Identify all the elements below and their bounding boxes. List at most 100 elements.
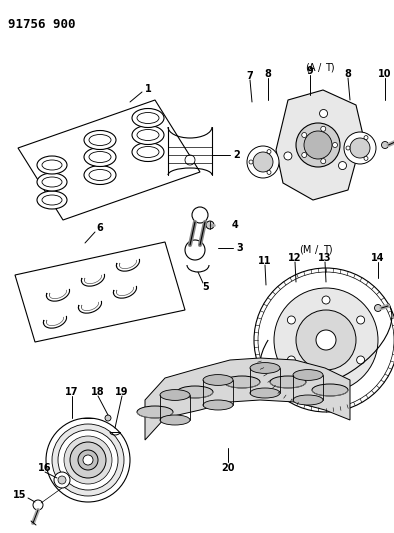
- Circle shape: [357, 316, 364, 324]
- Circle shape: [338, 161, 346, 169]
- Text: 14: 14: [371, 253, 385, 263]
- Circle shape: [320, 109, 327, 117]
- Text: 5: 5: [203, 282, 209, 292]
- Polygon shape: [15, 242, 185, 342]
- Ellipse shape: [37, 156, 67, 174]
- Circle shape: [185, 240, 205, 260]
- Ellipse shape: [224, 376, 260, 388]
- Ellipse shape: [137, 130, 159, 141]
- Circle shape: [364, 156, 368, 160]
- Circle shape: [274, 288, 378, 392]
- Polygon shape: [145, 358, 350, 440]
- Circle shape: [253, 152, 273, 172]
- Circle shape: [321, 159, 326, 164]
- Text: 8: 8: [345, 69, 351, 79]
- Circle shape: [381, 141, 388, 149]
- Circle shape: [192, 207, 208, 223]
- Circle shape: [206, 221, 214, 229]
- Circle shape: [364, 135, 368, 140]
- Ellipse shape: [84, 166, 116, 184]
- Text: 7: 7: [247, 71, 253, 81]
- Text: 10: 10: [378, 69, 392, 79]
- Ellipse shape: [250, 388, 280, 398]
- Ellipse shape: [89, 151, 111, 163]
- Ellipse shape: [84, 131, 116, 149]
- Text: (M: (M: [299, 245, 311, 255]
- Ellipse shape: [89, 134, 111, 146]
- Ellipse shape: [132, 109, 164, 127]
- Ellipse shape: [42, 160, 62, 170]
- Circle shape: [350, 138, 370, 158]
- Circle shape: [83, 455, 93, 465]
- Text: T): T): [323, 245, 333, 255]
- Circle shape: [247, 146, 279, 178]
- Text: 16: 16: [38, 463, 52, 473]
- Circle shape: [287, 316, 296, 324]
- Circle shape: [302, 152, 307, 157]
- Text: 2: 2: [234, 150, 240, 160]
- Ellipse shape: [312, 384, 348, 396]
- Circle shape: [322, 376, 330, 384]
- Polygon shape: [18, 100, 200, 220]
- Ellipse shape: [270, 376, 306, 388]
- Circle shape: [105, 415, 111, 421]
- Ellipse shape: [37, 191, 67, 209]
- Circle shape: [33, 500, 43, 510]
- Ellipse shape: [132, 142, 164, 161]
- Ellipse shape: [293, 369, 323, 381]
- Circle shape: [46, 418, 130, 502]
- Circle shape: [316, 330, 336, 350]
- Circle shape: [70, 442, 106, 478]
- Text: 11: 11: [258, 256, 272, 266]
- Circle shape: [296, 123, 340, 167]
- Circle shape: [185, 155, 195, 165]
- Circle shape: [321, 126, 326, 131]
- Circle shape: [302, 133, 307, 138]
- Text: 6: 6: [97, 223, 103, 233]
- Ellipse shape: [160, 390, 190, 400]
- Circle shape: [333, 142, 338, 148]
- Ellipse shape: [137, 147, 159, 157]
- Text: T): T): [325, 63, 335, 73]
- Ellipse shape: [137, 112, 159, 124]
- Ellipse shape: [37, 173, 67, 191]
- Text: 91756 900: 91756 900: [8, 18, 76, 31]
- Ellipse shape: [132, 125, 164, 144]
- Text: 13: 13: [318, 253, 332, 263]
- Polygon shape: [276, 90, 363, 200]
- Circle shape: [64, 436, 112, 484]
- Text: 12: 12: [288, 253, 302, 263]
- Circle shape: [287, 356, 296, 364]
- Text: 17: 17: [65, 387, 79, 397]
- Text: 19: 19: [115, 387, 129, 397]
- Text: 4: 4: [232, 220, 238, 230]
- Circle shape: [58, 476, 66, 484]
- Circle shape: [78, 450, 98, 470]
- Ellipse shape: [42, 195, 62, 205]
- Circle shape: [249, 160, 253, 164]
- Text: 3: 3: [237, 243, 243, 253]
- Ellipse shape: [250, 362, 280, 374]
- Ellipse shape: [160, 415, 190, 425]
- Ellipse shape: [42, 177, 62, 187]
- Text: /: /: [315, 245, 319, 255]
- Text: 8: 8: [264, 69, 271, 79]
- Circle shape: [322, 296, 330, 304]
- Circle shape: [375, 304, 381, 311]
- Circle shape: [296, 310, 356, 370]
- Text: 1: 1: [145, 84, 151, 94]
- Ellipse shape: [293, 395, 323, 405]
- Ellipse shape: [84, 148, 116, 166]
- Circle shape: [267, 150, 271, 154]
- Circle shape: [258, 272, 394, 408]
- Text: 15: 15: [13, 490, 27, 500]
- Text: 20: 20: [221, 463, 235, 473]
- Circle shape: [254, 268, 394, 412]
- Circle shape: [357, 356, 364, 364]
- Circle shape: [267, 171, 271, 174]
- Ellipse shape: [177, 386, 213, 398]
- Text: 9: 9: [307, 66, 313, 76]
- Ellipse shape: [203, 400, 233, 410]
- Circle shape: [52, 424, 124, 496]
- Text: (A: (A: [305, 63, 315, 73]
